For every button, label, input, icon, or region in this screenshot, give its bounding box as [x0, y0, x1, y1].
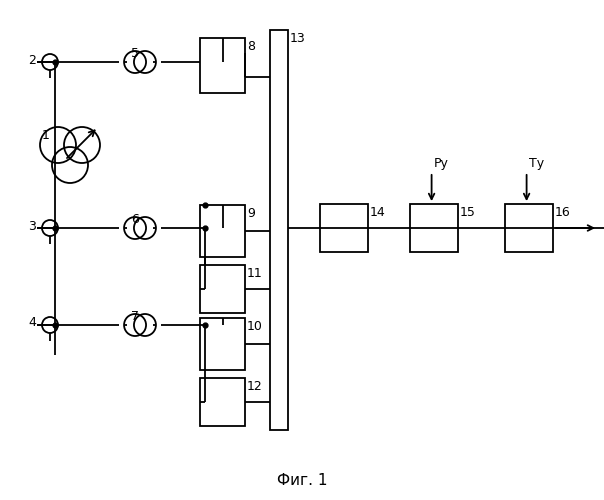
Bar: [200, 265, 245, 313]
Text: 13: 13: [290, 32, 306, 45]
Text: 2: 2: [28, 54, 36, 66]
Text: 5: 5: [131, 47, 139, 60]
Text: 12: 12: [247, 380, 263, 393]
Text: 6: 6: [131, 213, 139, 226]
Text: 8: 8: [247, 40, 255, 53]
Bar: [270, 30, 288, 430]
Text: 3: 3: [28, 220, 36, 232]
Bar: [200, 318, 245, 370]
Text: 15: 15: [460, 206, 476, 219]
Text: 11: 11: [247, 267, 263, 280]
Text: Фиг. 1: Фиг. 1: [277, 473, 327, 488]
Bar: [200, 38, 245, 93]
Bar: [505, 204, 553, 252]
Text: Ру: Ру: [434, 157, 449, 170]
Text: Ту: Ту: [528, 157, 544, 170]
Text: 1: 1: [42, 129, 50, 142]
Text: 14: 14: [370, 206, 386, 219]
Text: 9: 9: [247, 207, 255, 220]
Text: 16: 16: [555, 206, 571, 219]
Bar: [200, 378, 245, 426]
Text: 7: 7: [131, 310, 139, 323]
Text: 4: 4: [28, 316, 36, 330]
Bar: [320, 204, 368, 252]
Bar: [410, 204, 458, 252]
Bar: [200, 205, 245, 257]
Text: 10: 10: [247, 320, 263, 333]
